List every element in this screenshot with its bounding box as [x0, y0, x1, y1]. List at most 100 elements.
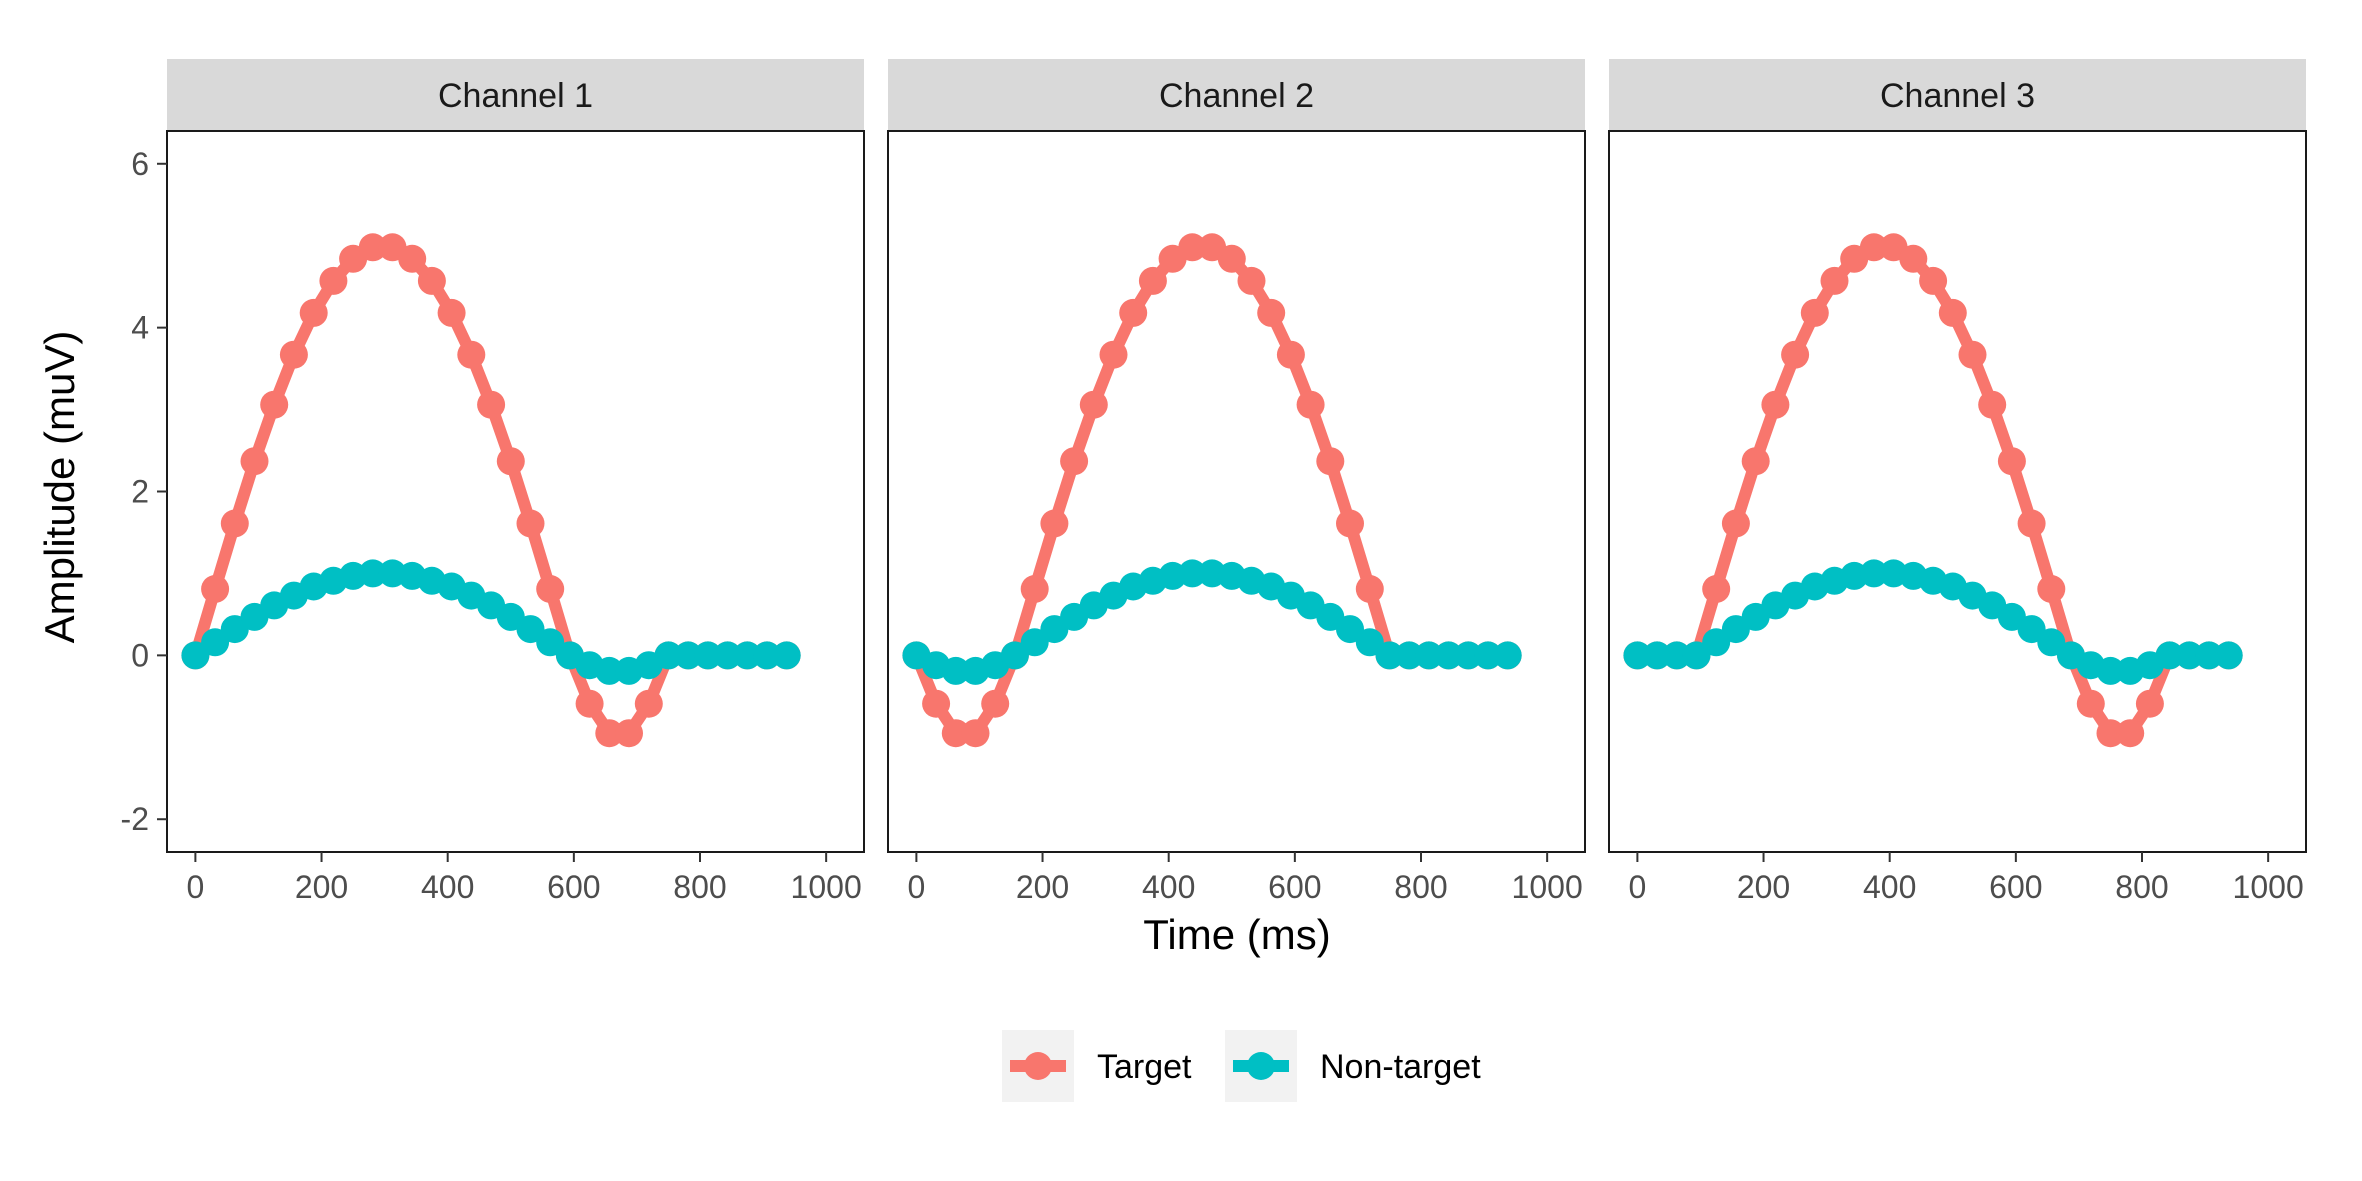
- data-point: [1355, 628, 1384, 657]
- x-tick-label: 400: [1142, 869, 1195, 905]
- data-point: [1296, 390, 1325, 419]
- data-point: [437, 298, 466, 327]
- data-point: [634, 689, 663, 718]
- data-point: [1020, 575, 1049, 603]
- data-point: [1741, 447, 1770, 476]
- data-point: [2096, 656, 2125, 685]
- data-point: [981, 689, 1010, 718]
- data-point: [1958, 340, 1987, 369]
- facet-strip-label: Channel 1: [438, 77, 593, 115]
- data-point: [713, 641, 742, 670]
- data-point: [1355, 575, 1384, 603]
- data-point: [398, 244, 427, 273]
- facet-panels: Channel 1 0 200 400 600 800 1000 -2 0 2 4 6 Channel …: [121, 59, 2307, 905]
- data-point: [1919, 266, 1948, 295]
- data-point: [1178, 233, 1207, 262]
- data-point: [2017, 615, 2046, 644]
- data-point: [181, 641, 210, 670]
- panel-border: [887, 130, 1586, 853]
- data-point: [201, 628, 230, 657]
- x-tick-label: 400: [1863, 869, 1916, 905]
- data-point: [536, 628, 565, 657]
- x-tick-label: 0: [1628, 869, 1646, 905]
- data-point: [1454, 641, 1483, 670]
- legend-item-target: Target: [1002, 1030, 1192, 1102]
- data-point: [1060, 447, 1089, 476]
- x-tick-label: 600: [1268, 869, 1321, 905]
- legend-label: Non-target: [1320, 1048, 1481, 1086]
- data-point: [674, 641, 703, 670]
- data-point: [1336, 509, 1364, 538]
- x-tick-label: 600: [1989, 869, 2042, 905]
- data-point: [2037, 628, 2066, 657]
- data-point: [1276, 340, 1305, 369]
- data-point: [299, 298, 328, 327]
- y-tick-label: -2: [121, 801, 149, 837]
- data-point: [1938, 298, 1967, 327]
- data-point: [2195, 641, 2223, 670]
- data-point: [922, 689, 951, 718]
- data-point: [1899, 244, 1928, 273]
- data-point: [693, 641, 722, 670]
- data-point: [496, 447, 525, 476]
- facet-strip: [1609, 59, 2306, 131]
- data-point: [1978, 390, 2007, 419]
- data-point: [2175, 641, 2204, 670]
- panel-border: [1608, 130, 2307, 853]
- data-point: [772, 641, 801, 670]
- data-point: [2135, 689, 2164, 718]
- data-point: [575, 689, 604, 718]
- data-point: [733, 641, 762, 670]
- y-tick-label: 4: [131, 310, 149, 346]
- x-tick-label: 400: [421, 869, 474, 905]
- data-point: [654, 641, 683, 670]
- x-tick-label: 1000: [791, 869, 862, 905]
- data-point: [536, 575, 565, 603]
- data-point: [516, 509, 545, 538]
- legend: Target Non-target: [1002, 1030, 1481, 1102]
- y-tick-label: 2: [131, 474, 149, 510]
- data-point: [1721, 509, 1750, 538]
- x-tick-label: 1000: [1512, 869, 1583, 905]
- data-point: [1623, 641, 1652, 670]
- data-point: [941, 719, 970, 748]
- panel-channel-3: Channel 3 0 200 400 600 800 1000: [1608, 59, 2307, 905]
- data-point: [1643, 641, 1672, 670]
- data-point: [941, 656, 970, 685]
- data-point: [457, 340, 486, 369]
- data-point: [220, 509, 249, 538]
- legend-key-point: [1247, 1052, 1275, 1080]
- data-point: [2017, 509, 2046, 538]
- x-tick-label: 0: [186, 869, 204, 905]
- data-point: [1395, 641, 1424, 670]
- data-point: [1099, 340, 1128, 369]
- y-tick-label: 0: [131, 637, 149, 673]
- data-point: [1178, 559, 1207, 588]
- data-point: [2076, 689, 2105, 718]
- data-point: [2037, 575, 2066, 603]
- data-point: [1682, 641, 1711, 670]
- data-point: [1493, 641, 1522, 670]
- x-tick-label: 800: [673, 869, 726, 905]
- x-axis-title: Time (ms): [1143, 911, 1330, 958]
- legend-item-non-target: Non-target: [1225, 1030, 1481, 1102]
- data-point: [417, 266, 446, 295]
- data-point: [1434, 641, 1463, 670]
- x-tick-label: 800: [1394, 869, 1447, 905]
- x-tick-label: 200: [295, 869, 348, 905]
- x-tick-label: 1000: [2233, 869, 2304, 905]
- legend-label: Target: [1097, 1048, 1192, 1086]
- data-point: [1859, 559, 1888, 588]
- data-point: [358, 559, 387, 588]
- panel-channel-1: Channel 1 0 200 400 600 800 1000 -2 0 2 4 6: [121, 59, 865, 905]
- data-point: [1119, 298, 1148, 327]
- data-point: [595, 719, 624, 748]
- data-point: [1020, 628, 1049, 657]
- data-point: [1662, 641, 1691, 670]
- y-tick-label: 6: [131, 146, 149, 182]
- data-point: [1820, 266, 1849, 295]
- data-point: [358, 233, 387, 262]
- data-point: [2096, 719, 2125, 748]
- facet-strip-label: Channel 2: [1159, 77, 1314, 115]
